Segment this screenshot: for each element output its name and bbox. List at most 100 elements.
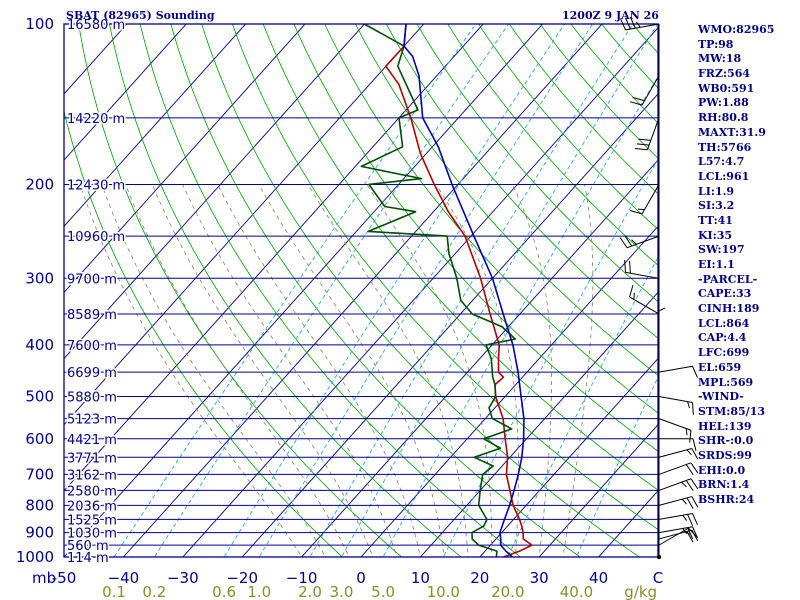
- moist-adiabat-line: [182, 184, 398, 557]
- index-row: CINH:189: [698, 302, 760, 316]
- mixing-ratio-label: 0.1: [102, 583, 126, 600]
- height-label: 5123 m: [67, 413, 117, 428]
- dry-adiabat-line: [170, 24, 581, 557]
- height-label: 9700 m: [67, 272, 117, 287]
- height-label: 4421 m: [67, 433, 117, 448]
- wind-barb: [659, 438, 697, 451]
- wind-barb: [656, 554, 662, 560]
- index-row: TP:98: [698, 37, 734, 51]
- height-label: 8589 m: [67, 308, 117, 323]
- isotherm-line: [64, 24, 247, 227]
- index-row: STM:85/13: [698, 404, 765, 418]
- temperature-tick-label: −40: [108, 569, 140, 587]
- height-label: 6699 m: [67, 366, 117, 381]
- chart-border: [63, 23, 659, 558]
- index-row: HEL:139: [698, 419, 752, 433]
- dry-adiabat-line: [201, 24, 640, 557]
- pressure-tick-label: 300: [25, 269, 54, 287]
- wind-barb: [658, 462, 699, 476]
- height-label: 5880 m: [67, 391, 117, 406]
- isotherms: [64, 24, 658, 557]
- index-row: KI:35: [698, 228, 733, 242]
- mixing-ratio-label: 10.0: [427, 583, 460, 600]
- mixing-ratio-label: 40.0: [560, 583, 593, 600]
- stability-indices-panel: WMO:82965 TP:98 MW:18 FRZ:564 WB0:591 PW:1.88…: [698, 23, 798, 508]
- dry-adiabat-line: [64, 109, 343, 557]
- pressure-tick-label: 400: [25, 336, 54, 354]
- index-row: MAXT:31.9: [698, 125, 766, 139]
- isotherm-line: [64, 24, 187, 161]
- moist-adiabat-line: [217, 184, 421, 557]
- wind-barb: [658, 396, 694, 415]
- mixing-ratio-line: [223, 24, 566, 557]
- index-row: L57:4.7: [698, 155, 745, 169]
- moist-adiabat-line: [562, 184, 594, 557]
- dry-adiabats: [64, 24, 658, 557]
- isotherm-line: [64, 24, 425, 426]
- dry-adiabat-line: [447, 24, 658, 266]
- moist-adiabat-line: [151, 184, 374, 557]
- wind-barb: [658, 418, 692, 443]
- mixing-ratio-line: [340, 24, 658, 557]
- dry-adiabat-line: [231, 24, 658, 531]
- index-row: PW:1.88: [698, 96, 749, 110]
- station-title: SBAT (82965) Sounding: [66, 9, 215, 22]
- index-row: TT:41: [698, 213, 733, 227]
- isotherm-line: [300, 159, 658, 557]
- index-row: SHR-:0.0: [698, 434, 754, 448]
- mixing-ratio-label: 5.0: [371, 583, 395, 600]
- pressure-tick-label: 1000: [16, 548, 54, 566]
- isotherm-line: [479, 357, 658, 557]
- wind-barb: [624, 260, 660, 279]
- height-label: 16580 m: [67, 18, 125, 33]
- mixing-ratio-label: 0.2: [142, 583, 166, 600]
- index-row: FRZ:564: [698, 67, 751, 81]
- height-label: 1030 m: [67, 527, 117, 542]
- wind-barb: [658, 365, 698, 378]
- index-row: BSHR:24: [698, 493, 755, 506]
- isotherm-line: [64, 24, 366, 360]
- mixing-ratio-label: 1.0: [247, 583, 271, 600]
- isotherm-line: [64, 24, 484, 492]
- wind-barb: [629, 75, 660, 106]
- isotherm-line: [360, 225, 658, 557]
- isotherm-line: [64, 24, 306, 294]
- pressure-tick-label: 200: [25, 175, 54, 193]
- temperature-tick-label: 0: [356, 569, 366, 587]
- index-row: WMO:82965: [698, 23, 775, 36]
- isotherm-line: [122, 24, 603, 557]
- index-row: EL:659: [698, 360, 742, 374]
- mixing-ratio-line: [382, 75, 658, 557]
- index-row: LFC:699: [698, 346, 750, 360]
- mixing-ratio-line: [507, 256, 658, 557]
- pressure-tick-label: 100: [25, 15, 54, 33]
- temperature-tick-label: −10: [286, 569, 318, 587]
- index-row: LCL:864: [698, 316, 750, 330]
- temperature-tick-label: 30: [530, 569, 549, 587]
- sounding-series: [360, 24, 533, 557]
- mixing-ratio-label: 2.0: [298, 583, 322, 600]
- mixing-ratio-label: 20.0: [491, 583, 524, 600]
- wind-barb: [658, 496, 699, 509]
- mixing-ratio-line: [153, 24, 509, 557]
- moist-adiabat-line: [512, 184, 552, 557]
- isotherm-line: [64, 24, 544, 557]
- height-label: 7600 m: [67, 339, 117, 354]
- index-row: SI:3.2: [698, 199, 735, 213]
- height-label: 2580 m: [67, 484, 117, 499]
- height-label: 14220 m: [67, 112, 125, 127]
- wind-barb: [658, 448, 699, 460]
- height-label: 12430 m: [67, 178, 125, 193]
- index-row: SRDS:99: [698, 448, 752, 462]
- height-label: 2036 m: [67, 499, 117, 514]
- wind-barb: [658, 478, 699, 492]
- wind-barb: [658, 307, 666, 345]
- dry-adiabat-line: [78, 24, 403, 557]
- dry-adiabat-line: [293, 24, 658, 452]
- index-row: EHI:0.0: [698, 463, 746, 477]
- dry-adiabat-line: [108, 24, 462, 557]
- mixing-ratio-line: [258, 24, 594, 557]
- index-row: CAP:4.4: [698, 331, 747, 345]
